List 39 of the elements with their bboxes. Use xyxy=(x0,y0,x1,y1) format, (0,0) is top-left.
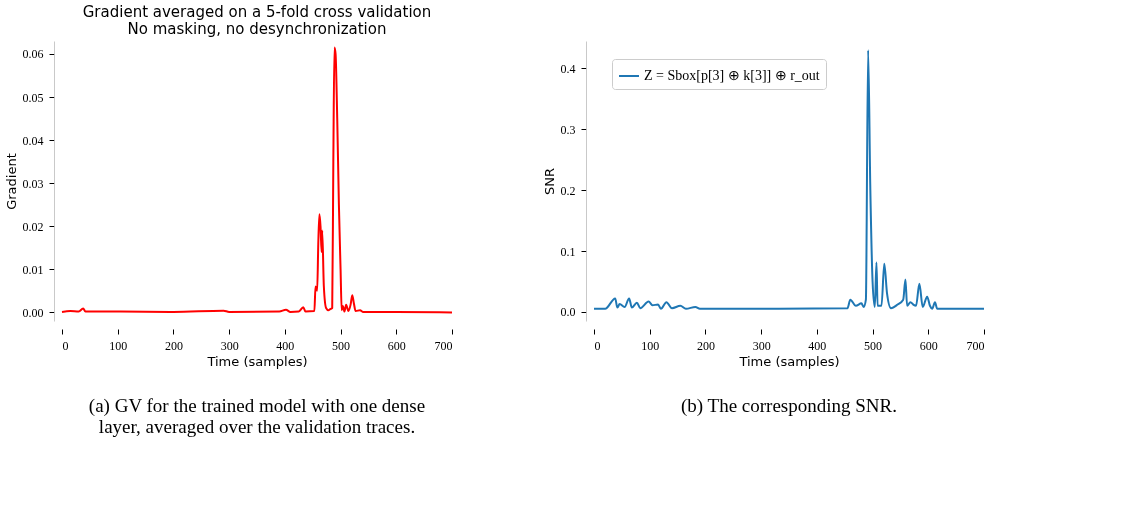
y-tick-label: 0.03 xyxy=(22,176,44,191)
y-tick-label: 0.02 xyxy=(22,219,44,234)
x-tick-label: 200 xyxy=(696,338,715,353)
x-tick-label: 100 xyxy=(641,338,660,353)
line-series xyxy=(593,49,985,310)
x-tick-label: 300 xyxy=(220,338,239,353)
x-tick-label: 700 xyxy=(434,338,453,353)
y-tick-label: 0.1 xyxy=(560,244,576,259)
x-tick-label: 300 xyxy=(752,338,771,353)
x-tick-label: 0 xyxy=(62,338,69,353)
line-series xyxy=(61,46,453,314)
y-tick-label: 0.01 xyxy=(22,262,44,277)
chart-title: Gradient averaged on a 5-fold cross validation xyxy=(82,3,432,21)
x-tick-label: 0 xyxy=(594,338,601,353)
x-axis-title: Time (samples) xyxy=(738,353,840,369)
y-tick-label: 0.04 xyxy=(22,133,44,148)
y-axis-title: SNR xyxy=(541,167,557,196)
y-tick-label: 0.05 xyxy=(22,90,44,105)
y-tick-label: 0.4 xyxy=(560,61,576,76)
x-tick-label: 400 xyxy=(276,338,295,353)
x-tick-label: 500 xyxy=(332,338,351,353)
x-axis-title: Time (samples) xyxy=(206,353,308,369)
x-tick-label: 600 xyxy=(387,338,406,353)
text: (a) GV for the trained model with one dense layer, averaged over the validation traces. xyxy=(88,395,426,437)
y-axis-title: Gradient xyxy=(3,153,19,210)
y-tick-label: 0.3 xyxy=(560,122,576,137)
x-tick-label: 600 xyxy=(919,338,938,353)
x-tick-label: 200 xyxy=(164,338,183,353)
y-tick-label: 0.06 xyxy=(22,47,44,62)
text: (b) The corresponding SNR. xyxy=(680,395,898,417)
x-tick-label: 400 xyxy=(808,338,827,353)
x-tick-label: 700 xyxy=(966,338,985,353)
chart-subtitle: No masking, no desynchronization xyxy=(127,20,387,38)
y-tick-label: 0.2 xyxy=(560,183,576,198)
legend-label: Z = Sbox[p[3] ⊕ k[3]] ⊕ r_out xyxy=(644,68,820,83)
x-tick-label: 100 xyxy=(109,338,128,353)
x-tick-label: 500 xyxy=(864,338,883,353)
y-tick-label: 0.00 xyxy=(22,305,44,320)
y-tick-label: 0.0 xyxy=(560,305,576,320)
